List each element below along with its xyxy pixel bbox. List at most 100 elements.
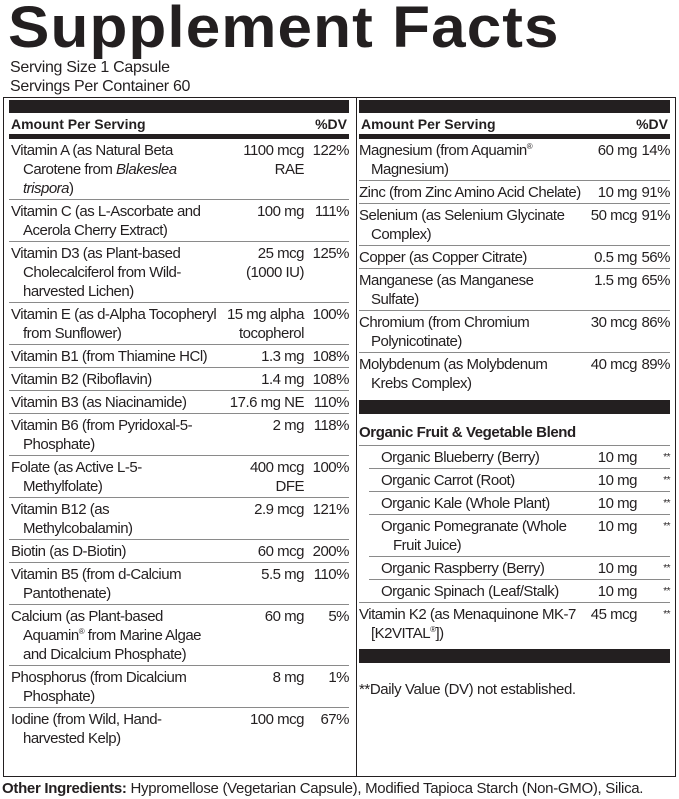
name-segment: ) [69,180,74,197]
registered-mark: ® [430,625,436,634]
nutrient-row: Chromium (from Chromium Polynicotinate) 3… [359,311,671,353]
nutrient-row: Selenium (as Selenium Glycinate Complex)… [359,204,671,246]
name-segment: Copper (as Copper Citrate) [359,249,527,266]
name-segment: Manganese (as Manganese Sulfate) [359,272,534,308]
nutrient-row: Organic Pomegranate (Whole Fruit Juice) 1… [369,515,671,557]
nutrient-amount: 400 mcg DFE [249,459,305,495]
nutrient-amount: 40 mcg [590,356,638,373]
dv-header: %DV [636,116,668,132]
nutrient-row: Copper (as Copper Citrate) 0.5 mg 56% [359,246,671,269]
nutrient-name: Selenium (as Selenium Glycinate Complex) [359,206,584,244]
nutrient-name: Vitamin K2 (as Menaquinone MK-7 [K2VITAL… [359,605,584,643]
nutrient-row: Phosphorus (from Dicalcium Phosphate) 8 m… [9,666,350,708]
name-segment: Vitamin B5 (from d-Calcium Pantothenate) [11,566,182,602]
nutrient-dv: 125% [312,245,350,262]
nutrient-amount: 0.5 mg [594,249,637,266]
nutrient-dv: 5% [328,608,349,625]
nutrient-row: Vitamin C (as L-Ascorbate and Acerola Ch… [9,200,350,242]
nutrient-list: Vitamin K2 (as Menaquinone MK-7 [K2VITAL… [359,602,671,644]
name-segment: Folate (as Active L-5-Methylfolate) [11,459,142,495]
name-segment: Organic Pomegranate (Whole Fruit Juice) [381,518,567,554]
nutrient-dv: 110% [313,394,350,411]
nutrient-amount: 25 mcg (1000 IU) [245,245,305,281]
name-segment: Organic Carrot (Root) [381,472,515,489]
nutrient-name: Vitamin B3 (as Niacinamide) [9,393,220,412]
nutrient-dv: ** [663,563,670,574]
nutrient-row: Calcium (as Plant-based Aquamin® from Ma… [9,605,350,666]
nutrient-name: Vitamin D3 (as Plant-based Cholecalcifer… [9,244,220,301]
header-rule [359,134,670,139]
name-segment: Molybdenum (as Molybdenum Krebs Complex) [359,356,548,392]
nutrient-row: Vitamin K2 (as Menaquinone MK-7 [K2VITAL… [359,603,671,644]
nutrient-row: Organic Raspberry (Berry) 10 mg ** [369,557,671,580]
servings-per-container: Servings Per Container 60 [10,78,191,95]
nutrient-name: Magnesium (from Aquamin® Magnesium) [359,141,584,179]
name-segment: Organic Kale (Whole Plant) [381,495,550,512]
section-bar [359,400,670,414]
header-rule [9,134,349,139]
name-segment: Organic Raspberry (Berry) [381,560,545,577]
nutrient-row: Vitamin B2 (Riboflavin) 1.4 mg 108% [9,368,350,391]
column-divider [356,98,357,776]
nutrient-amount: 1.5 mg [594,272,637,289]
amount-header: Amount Per Serving [361,116,496,132]
name-segment: Blakeslea trispora [23,161,177,197]
nutrient-row: Vitamin D3 (as Plant-based Cholecalcifer… [9,242,350,303]
registered-mark: ® [78,627,85,636]
name-segment: ]) [435,625,445,642]
nutrient-name: Vitamin A (as Natural Beta Carotene from… [9,141,220,198]
name-segment: Vitamin E (as d-Alpha Tocopheryl from Su… [11,306,217,342]
nutrient-name: Vitamin B1 (from Thiamine HCl) [9,347,220,366]
nutrient-amount: 45 mcg [590,606,638,623]
nutrient-amount: 50 mcg [590,207,638,224]
blend-list: Organic Blueberry (Berry) 10 mg ** Organic … [359,446,671,602]
nutrient-amount: 10 mg [597,184,638,201]
dv-header: %DV [315,116,347,132]
nutrient-amount: 30 mcg [590,314,638,331]
serving-size: Serving Size 1 Capsule [10,59,170,76]
name-segment: Vitamin B3 (as Niacinamide) [11,394,187,411]
nutrient-name: Vitamin B5 (from d-Calcium Pantothenate) [9,565,220,603]
nutrient-amount: 100 mg [256,203,305,220]
nutrient-dv: 91% [641,207,670,224]
nutrient-dv: 14% [641,142,670,159]
nutrient-row: Zinc (from Zinc Amino Acid Chelate) 10 mg… [359,181,671,204]
facts-panel: Amount Per Serving %DV Vitamin A (as Nat… [3,97,676,777]
name-segment: Vitamin B2 (Riboflavin) [11,371,152,388]
nutrient-row: Molybdenum (as Molybdenum Krebs Complex)… [359,353,671,394]
nutrient-dv: 108% [312,371,350,388]
registered-mark: ® [526,142,533,151]
nutrient-dv: 89% [641,356,670,373]
nutrient-row: Vitamin B12 (as Methylcobalamin) 2.9 mcg 1… [9,498,350,540]
nutrient-row: Vitamin B6 (from Pyridoxal-5-Phosphate) 2… [9,414,350,456]
nutrient-row: Vitamin B3 (as Niacinamide) 17.6 mg NE 110… [9,391,350,414]
footnote: **Daily Value (DV) not established. [359,681,576,698]
nutrient-row: Magnesium (from Aquamin® Magnesium) 60 mg… [359,139,671,181]
nutrient-amount: 10 mg [597,472,638,489]
nutrient-row: Organic Spinach (Leaf/Stalk) 10 mg ** [369,580,671,602]
name-segment: Calcium (as Plant-based Aquamin [11,608,163,644]
name-segment: Vitamin B12 (as Methylcobalamin) [11,501,133,537]
nutrient-row: Vitamin B1 (from Thiamine HCl) 1.3 mg 108% [9,345,350,368]
nutrient-list: Magnesium (from Aquamin® Magnesium) 60 mg… [359,139,671,394]
page-title: Supplement Facts [8,0,560,60]
nutrient-amount: 10 mg [597,449,638,466]
nutrient-amount: 100 mcg [249,711,305,728]
nutrient-amount: 8 mg [272,669,305,686]
other-ingredients-text: Hypromellose (Vegetarian Capsule), Modif… [126,780,644,797]
nutrient-amount: 10 mg [597,583,638,600]
nutrient-name: Folate (as Active L-5-Methylfolate) [9,458,220,496]
nutrient-name: Vitamin B12 (as Methylcobalamin) [9,500,220,538]
nutrient-name: Organic Spinach (Leaf/Stalk) [369,582,584,601]
nutrient-row: Organic Blueberry (Berry) 10 mg ** [369,446,671,469]
nutrient-amount: 2 mg [272,417,305,434]
nutrient-amount: 10 mg [597,560,638,577]
nutrient-amount: 1100 mcg RAE [243,142,304,178]
nutrient-dv: 100% [312,459,350,476]
nutrient-dv: 1% [328,669,349,686]
nutrient-row: Vitamin E (as d-Alpha Tocopheryl from Su… [9,303,350,345]
nutrient-list: Vitamin A (as Natural Beta Carotene from… [9,139,350,749]
name-segment: Vitamin A (as Natural Beta Carotene from [11,142,173,178]
name-segment: from Marine Algae and Dicalcium Phosphat… [23,627,202,663]
nutrient-row: Vitamin B5 (from d-Calcium Pantothenate)… [9,563,350,605]
